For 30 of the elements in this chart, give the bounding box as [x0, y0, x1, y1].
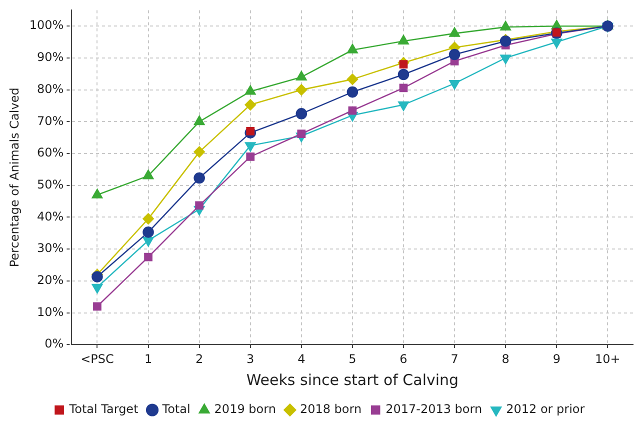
x-tick-label: <PSC — [80, 352, 114, 366]
y-tick-label: 40% — [37, 209, 64, 224]
y-tick-label: 10% — [37, 304, 64, 319]
x-tick-label: 2 — [196, 352, 204, 366]
legend-label: 2012 or prior — [506, 402, 585, 416]
x-tick-label: 5 — [348, 352, 356, 366]
x-tick-label: 9 — [552, 352, 560, 366]
legend-label: 2019 born — [214, 402, 276, 416]
x-tick-label: 1 — [144, 352, 152, 366]
x-tick-label: 4 — [298, 352, 306, 366]
y-tick-label: 20% — [37, 273, 64, 288]
y-tick-label: 100% — [29, 18, 64, 32]
legend-label: 2017-2013 born — [386, 402, 482, 416]
y-tick-label: 90% — [37, 50, 64, 64]
x-tick-label: 8 — [502, 352, 510, 366]
x-tick-label: 6 — [400, 352, 408, 366]
y-tick-label: 0% — [44, 336, 64, 351]
y-tick-label: 30% — [37, 241, 64, 256]
x-tick-label: 3 — [246, 352, 254, 366]
y-tick-label: 60% — [37, 146, 64, 160]
y-tick-label: 80% — [37, 82, 64, 96]
x-tick-label: 7 — [450, 352, 458, 366]
x-tick-label: 10+ — [595, 352, 620, 366]
legend-label: 2018 born — [300, 402, 362, 416]
y-tick-label: 70% — [37, 114, 64, 128]
legend-label: Total — [161, 402, 190, 416]
y-tick-label: 50% — [37, 177, 64, 192]
legend-label: Total Target — [68, 402, 139, 416]
x-axis-title: Weeks since start of Calving — [246, 370, 459, 389]
y-axis-title: Percentage of Animals Calved — [7, 88, 22, 268]
